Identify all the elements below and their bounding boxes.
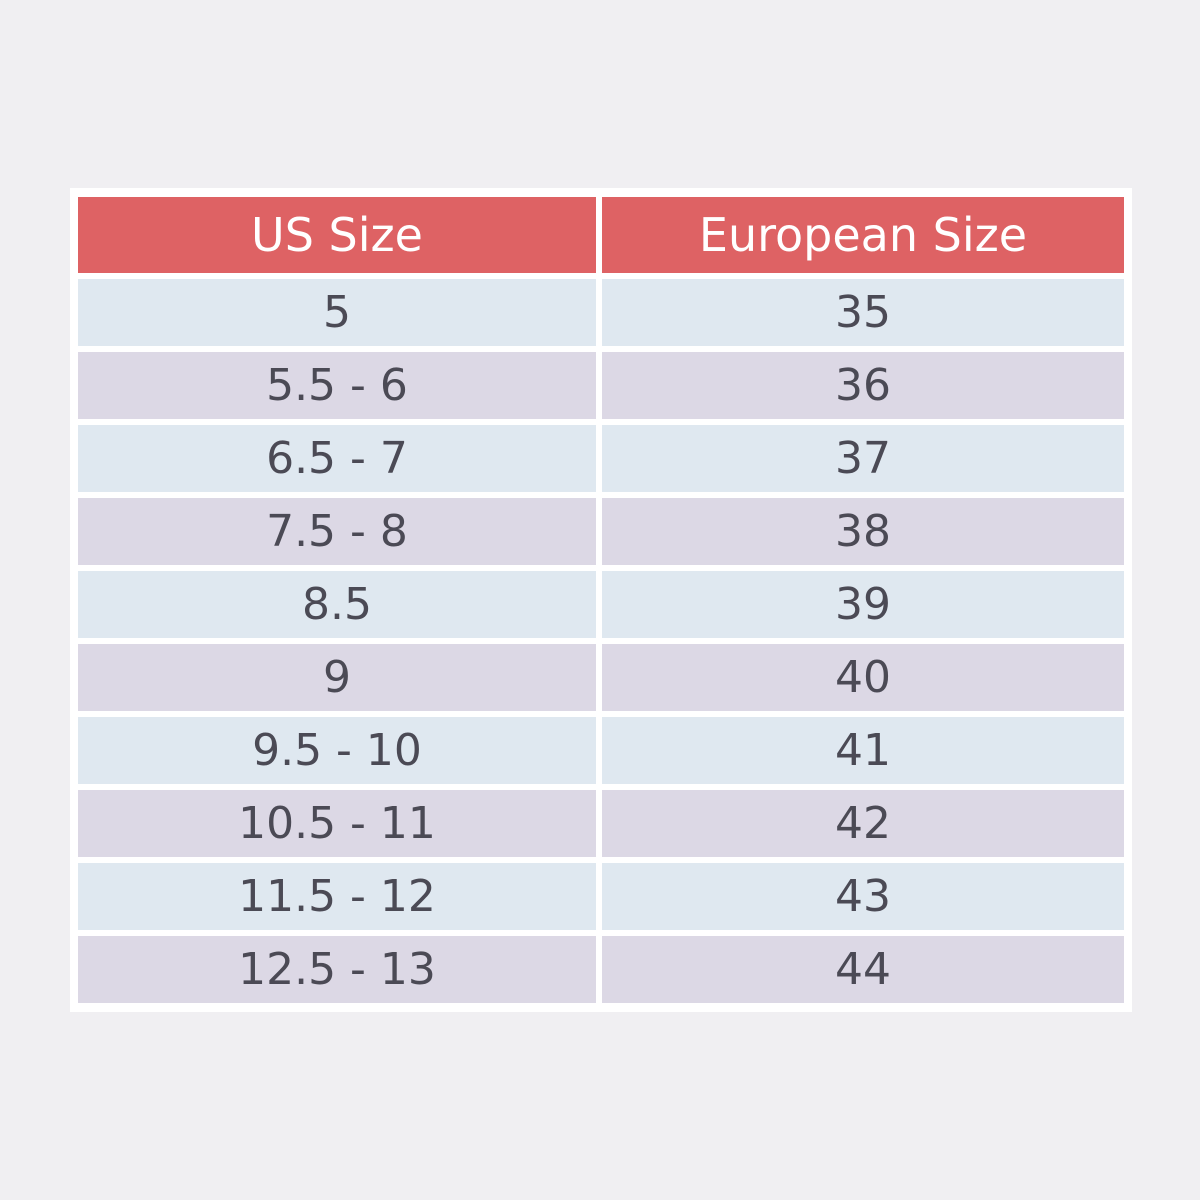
table-cell: 8.5 — [78, 571, 596, 638]
table-cell: 5 — [78, 279, 596, 346]
table-cell: 42 — [602, 790, 1124, 857]
table-cell: 5.5 - 6 — [78, 352, 596, 419]
header-cell: European Size — [602, 197, 1124, 273]
table-cell: 11.5 - 12 — [78, 863, 596, 930]
header-cell: US Size — [78, 197, 596, 273]
table-cell: 37 — [602, 425, 1124, 492]
table-cell: 9 — [78, 644, 596, 711]
table-cell: 43 — [602, 863, 1124, 930]
table-cell: 36 — [602, 352, 1124, 419]
table-cell: 10.5 - 11 — [78, 790, 596, 857]
table-cell: 6.5 - 7 — [78, 425, 596, 492]
table-cell: 35 — [602, 279, 1124, 346]
table-cell: 41 — [602, 717, 1124, 784]
table-cell: 40 — [602, 644, 1124, 711]
table-cell: 9.5 - 10 — [78, 717, 596, 784]
table-cell: 12.5 - 13 — [78, 936, 596, 1003]
table-cell: 39 — [602, 571, 1124, 638]
table-cell: 38 — [602, 498, 1124, 565]
table-cell: 44 — [602, 936, 1124, 1003]
table-cell: 7.5 - 8 — [78, 498, 596, 565]
